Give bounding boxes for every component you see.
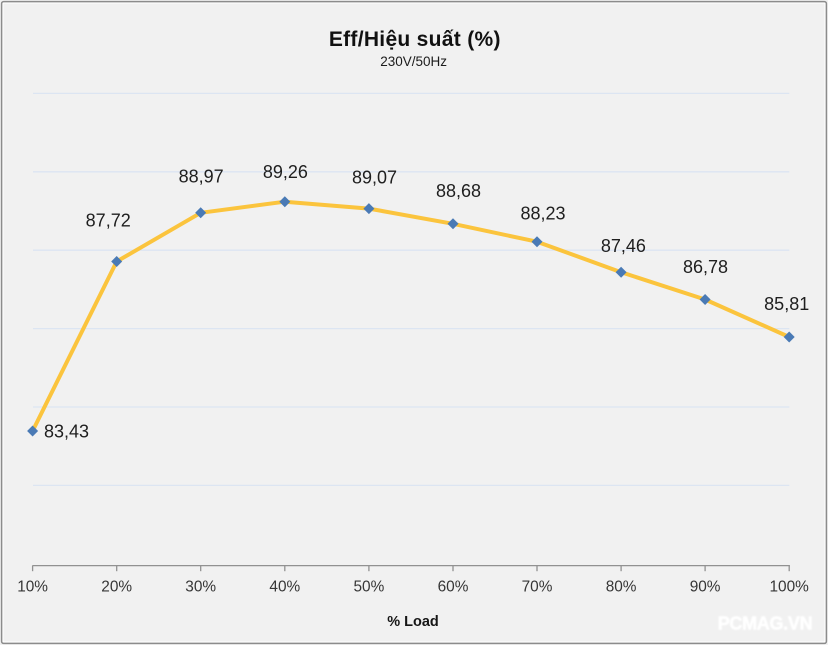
- svg-text:86,78: 86,78: [683, 257, 728, 277]
- svg-text:87,72: 87,72: [86, 211, 131, 231]
- svg-text:88,97: 88,97: [179, 167, 224, 187]
- svg-text:83,43: 83,43: [44, 422, 89, 442]
- svg-text:70%: 70%: [522, 579, 553, 596]
- svg-text:85,81: 85,81: [764, 294, 809, 314]
- svg-text:PCMAG.VN: PCMAG.VN: [718, 613, 813, 633]
- svg-text:50%: 50%: [353, 579, 384, 596]
- svg-text:100%: 100%: [770, 579, 810, 596]
- svg-text:88,23: 88,23: [520, 203, 565, 223]
- svg-text:20%: 20%: [101, 579, 132, 596]
- svg-text:80%: 80%: [606, 579, 637, 596]
- svg-text:60%: 60%: [438, 579, 469, 596]
- svg-text:87,46: 87,46: [601, 236, 646, 256]
- svg-text:40%: 40%: [269, 579, 300, 596]
- svg-text:88,68: 88,68: [436, 181, 481, 201]
- svg-text:89,07: 89,07: [352, 167, 397, 187]
- svg-text:230V/50Hz: 230V/50Hz: [380, 54, 447, 69]
- svg-text:10%: 10%: [17, 579, 48, 596]
- svg-text:89,26: 89,26: [263, 162, 308, 182]
- svg-text:Eff/Hiệu suất (%): Eff/Hiệu suất (%): [329, 28, 501, 51]
- svg-text:30%: 30%: [185, 579, 216, 596]
- svg-text:% Load: % Load: [387, 614, 439, 630]
- svg-text:90%: 90%: [690, 579, 721, 596]
